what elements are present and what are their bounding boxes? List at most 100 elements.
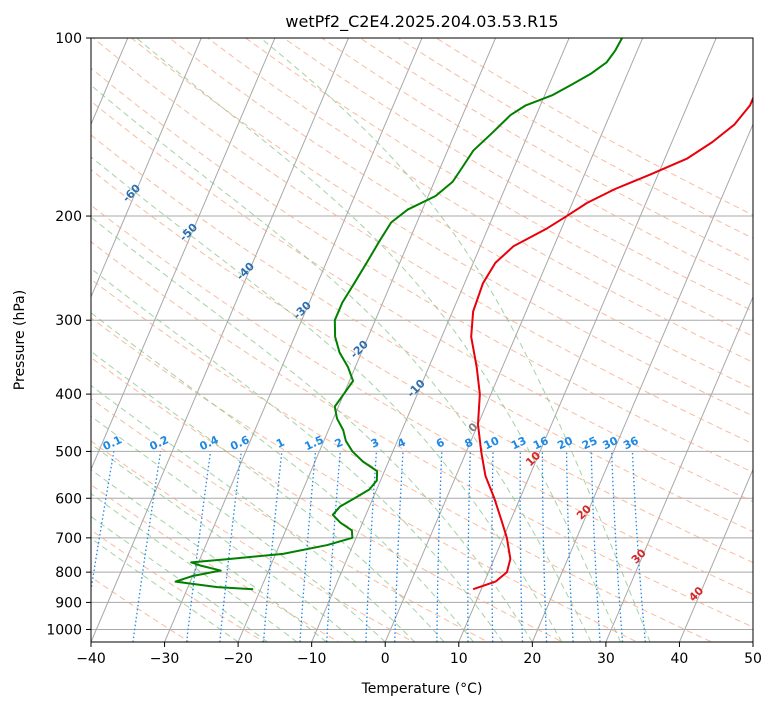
dry-adiabat-line	[91, 67, 753, 473]
isotherm-label: 30	[629, 546, 649, 566]
dry-adiabat-line	[92, 38, 753, 445]
isotherm-line	[678, 468, 753, 642]
moist-adiabat-line	[91, 267, 504, 642]
moist-adiabat-line	[91, 415, 386, 642]
mixing-ratio-line	[590, 451, 601, 642]
mixing-ratio-line	[185, 451, 212, 642]
x-tick-label: 50	[744, 651, 762, 667]
mixing-ratio-label: 13	[509, 434, 528, 452]
mixing-ratio-line	[565, 451, 574, 642]
moist-adiabat-line	[91, 515, 268, 642]
isotherm-line	[91, 38, 202, 299]
x-tick-label: 0	[381, 651, 390, 667]
x-tick-label: 40	[671, 651, 689, 667]
mixing-ratio-label: 3	[369, 436, 381, 451]
isotherm-label: -10	[405, 377, 428, 400]
dry-adiabat-line	[91, 134, 753, 533]
mixing-ratio-label: 0.4	[197, 433, 220, 453]
mixing-ratio-line	[91, 451, 115, 594]
mixing-ratio-line	[436, 451, 443, 642]
mixing-ratio-line	[219, 451, 242, 642]
mixing-ratio-label: 4	[395, 436, 408, 451]
y-tick-label: 900	[55, 595, 82, 611]
y-tick-label: 500	[55, 444, 82, 460]
isotherm-line	[91, 38, 276, 471]
mixing-ratio-line	[467, 451, 471, 642]
x-tick-label: −10	[297, 651, 327, 667]
isotherm-label: -20	[348, 338, 371, 361]
dry-adiabat-line	[91, 484, 340, 642]
mixing-ratio-label: 1.5	[303, 433, 326, 453]
dry-adiabat-line	[91, 398, 490, 642]
mixing-ratio-label: 30	[601, 434, 621, 452]
dry-adiabat-line	[91, 100, 753, 503]
x-tick-label: −30	[150, 651, 180, 667]
mixing-ratio-label: 16	[531, 434, 551, 452]
dry-adiabat-line	[91, 241, 753, 628]
moist-adiabat-line	[91, 537, 239, 642]
moist-adiabat-line	[260, 38, 651, 642]
x-tick-label: 10	[450, 651, 468, 667]
isotherm-label: -70	[63, 142, 86, 165]
isotherm-line	[164, 38, 423, 642]
mixing-ratio-line	[365, 451, 378, 642]
y-tick-label: 1000	[46, 622, 82, 638]
dry-adiabat-line	[91, 576, 191, 642]
mixing-ratio-label: 25	[580, 434, 599, 452]
moist-adiabat-line	[91, 312, 474, 642]
y-tick-label: 400	[55, 387, 82, 403]
mixing-ratio-line	[519, 451, 524, 642]
dry-adiabat-line	[91, 440, 415, 642]
isotherm-label: 40	[686, 584, 706, 604]
mixing-ratio-label: 36	[621, 434, 641, 452]
dry-adiabat-line	[282, 38, 753, 312]
y-tick-label: 200	[55, 209, 82, 225]
dry-adiabat-line	[168, 38, 753, 390]
mixing-ratio-label: 10	[482, 434, 502, 452]
isotherm-label: -40	[234, 260, 257, 283]
isotherm-line	[752, 640, 753, 642]
mixing-ratio-line	[262, 451, 283, 642]
isotherm-line	[531, 123, 753, 642]
isotherm-line	[237, 38, 497, 642]
moist-adiabat-line	[91, 443, 357, 642]
dry-adiabat-line	[91, 529, 266, 642]
moist-adiabat-line	[136, 38, 622, 642]
dewpoint-profile	[174, 38, 623, 591]
mixing-ratio-line	[299, 451, 317, 642]
isotherm-label: -50	[177, 220, 200, 243]
isotherm-label: -60	[120, 181, 143, 204]
isotherm-label: 20	[574, 502, 594, 522]
moist-adiabat-line	[91, 350, 445, 642]
mixing-ratio-line	[491, 451, 494, 642]
moist-adiabat-line	[91, 84, 592, 642]
dry-adiabat-line	[91, 357, 564, 642]
mixing-ratio-label: 2	[333, 436, 345, 451]
isotherm-line	[91, 38, 349, 642]
x-tick-label: 30	[597, 651, 615, 667]
x-axis-title: Temperature (°C)	[361, 681, 483, 697]
y-tick-label: 700	[55, 531, 82, 547]
mixing-ratio-label: 1	[274, 436, 286, 451]
moist-adiabat-line	[91, 156, 563, 642]
mixing-ratio-label: 6	[434, 436, 447, 451]
y-tick-label: 800	[55, 565, 82, 581]
moist-adiabat-line	[91, 493, 298, 642]
isotherm-line	[311, 38, 570, 642]
x-tick-label: 20	[523, 651, 541, 667]
dry-adiabat-line	[130, 38, 753, 417]
mixing-ratio-line	[132, 451, 162, 642]
mixing-ratio-label: 20	[555, 434, 575, 452]
plot-frame	[90, 37, 754, 643]
y-axis-title: Pressure (hPa)	[12, 290, 28, 390]
mixing-ratio-label: 0.2	[148, 433, 171, 453]
isotherm-line	[458, 38, 717, 642]
isotherm-line	[605, 295, 753, 642]
dry-adiabat-line	[91, 278, 713, 642]
x-tick-label: −20	[223, 651, 253, 667]
temperature-profile	[470, 95, 753, 591]
mixing-ratio-label: 8	[463, 436, 475, 451]
mixing-ratio-line	[394, 451, 404, 642]
